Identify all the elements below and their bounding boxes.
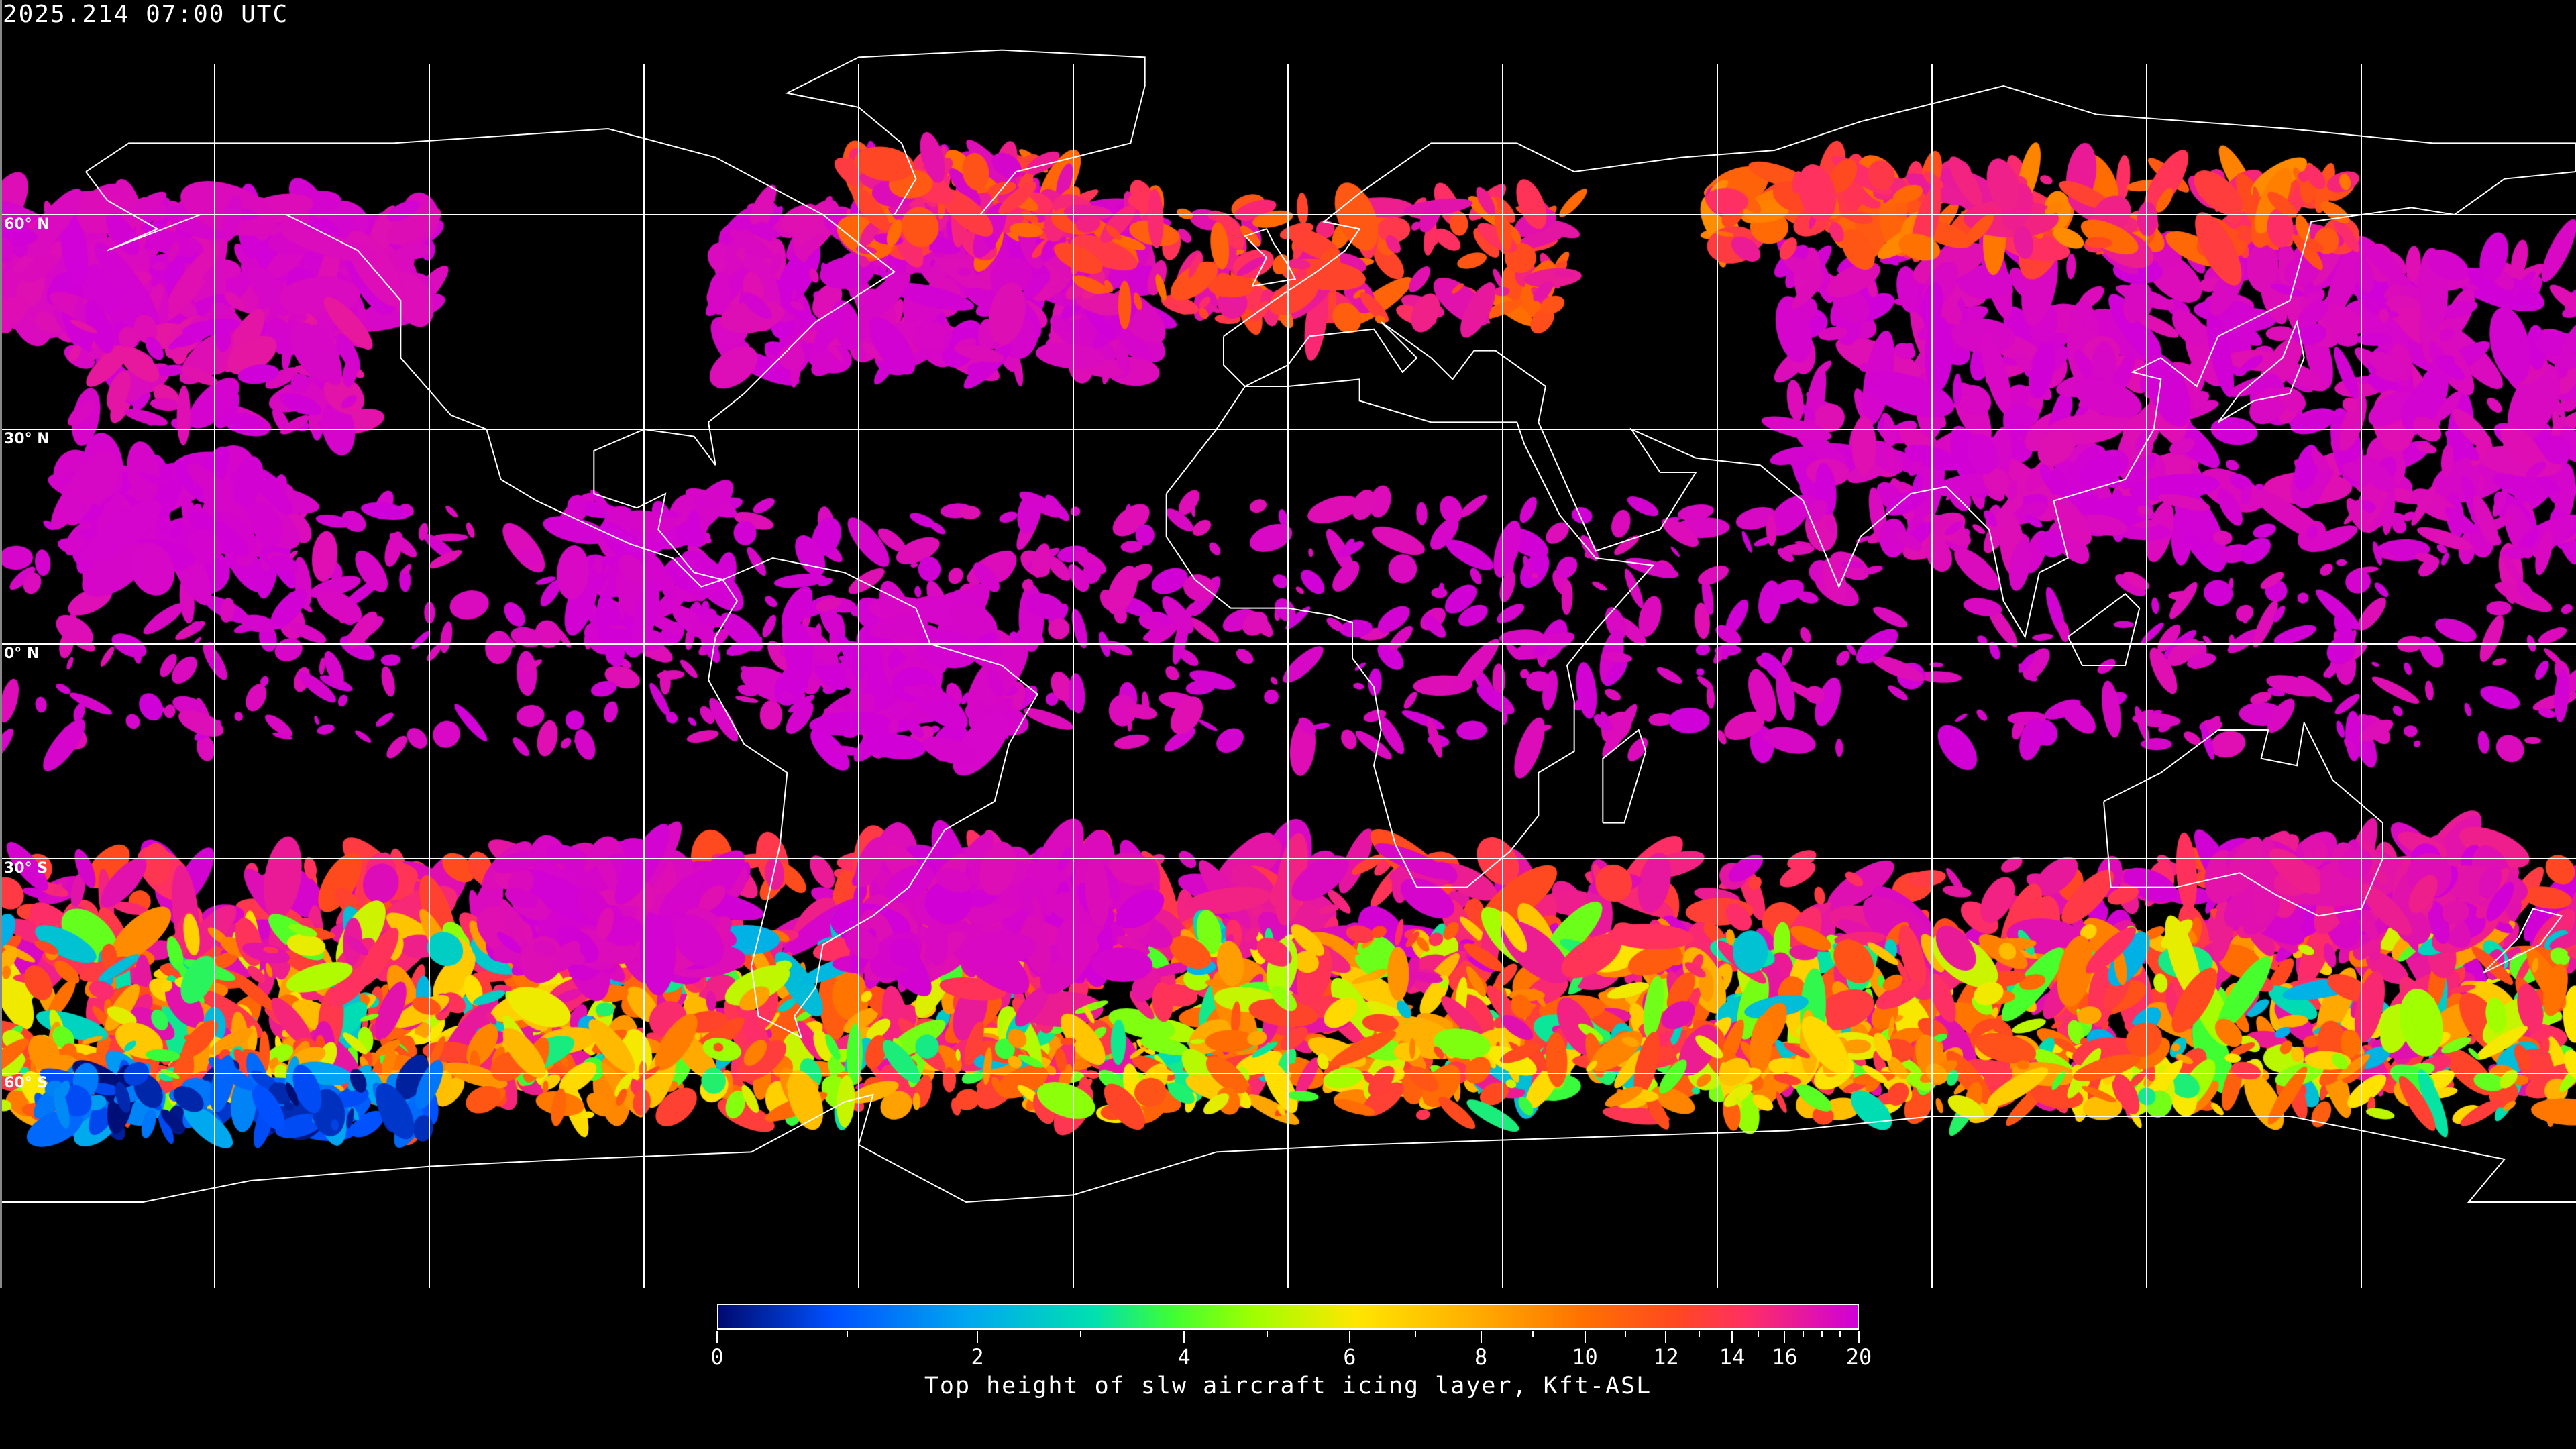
coastline-uk [1244,228,1297,287]
major-tick [1858,1331,1860,1343]
major-tick [977,1331,979,1343]
minor-tick [1821,1331,1823,1337]
major-tick [1731,1331,1733,1343]
minor-tick [1803,1331,1805,1337]
tick-label: 2 [971,1344,984,1370]
tick-label: 14 [1719,1344,1746,1370]
minor-tick [847,1331,849,1337]
coastline-antarctica [0,1093,2576,1203]
coastline-eurasia [1223,85,2576,639]
tick-label: 10 [1572,1344,1598,1370]
tick-label: 4 [1177,1344,1191,1370]
coastline-madagascar [1602,729,1647,824]
coastline-australia [2103,720,2383,917]
lat-label-0n: 0° N [4,645,40,662]
lat-label-30s: 30° S [4,860,48,877]
coastline-japan [2217,319,2305,423]
major-tick [1183,1331,1185,1343]
tick-label: 20 [1845,1344,1872,1370]
minor-tick [1758,1331,1760,1337]
major-tick [1665,1331,1667,1343]
lat-label-60s: 60° S [4,1075,48,1091]
minor-tick [1414,1331,1416,1337]
map-overlay [0,49,2576,1288]
coastline-nz [2482,908,2563,974]
major-tick [716,1331,718,1343]
minor-tick [1080,1331,1082,1337]
major-tick [1784,1331,1786,1343]
tick-label: 12 [1653,1344,1679,1370]
graticule [0,64,2576,1288]
minor-tick [1624,1331,1626,1337]
coastline-africa [1165,378,1655,888]
icing-map [0,0,2576,1288]
coastline-south-america [707,557,1038,1039]
coastline-borneo [2067,593,2141,666]
major-tick [1348,1331,1350,1343]
lat-label-60n: 60° N [4,216,50,233]
colorbar-caption: Top height of slw aircraft icing layer, … [924,1373,1652,1399]
minor-tick [1532,1331,1534,1337]
major-tick [1480,1331,1482,1343]
coastline-greenland [785,49,1146,215]
tick-label: 16 [1772,1344,1798,1370]
coastlines [0,49,2576,1203]
colorbar-ticks: 0 2 4 6 8 10 12 14 16 20 [710,1331,1872,1385]
minor-tick [1266,1331,1268,1337]
minor-tick [1839,1331,1841,1337]
tick-label: 0 [710,1344,724,1370]
colorbar [717,1304,1859,1330]
lat-label-30n: 30° N [4,431,50,447]
tick-label: 6 [1343,1344,1356,1370]
tick-label: 8 [1474,1344,1488,1370]
major-tick [1584,1331,1586,1343]
coastline-north-america [85,127,896,588]
minor-tick [1698,1331,1700,1337]
map-border [0,0,2,1288]
timestamp: 2025.214 07:00 UTC [3,1,289,28]
